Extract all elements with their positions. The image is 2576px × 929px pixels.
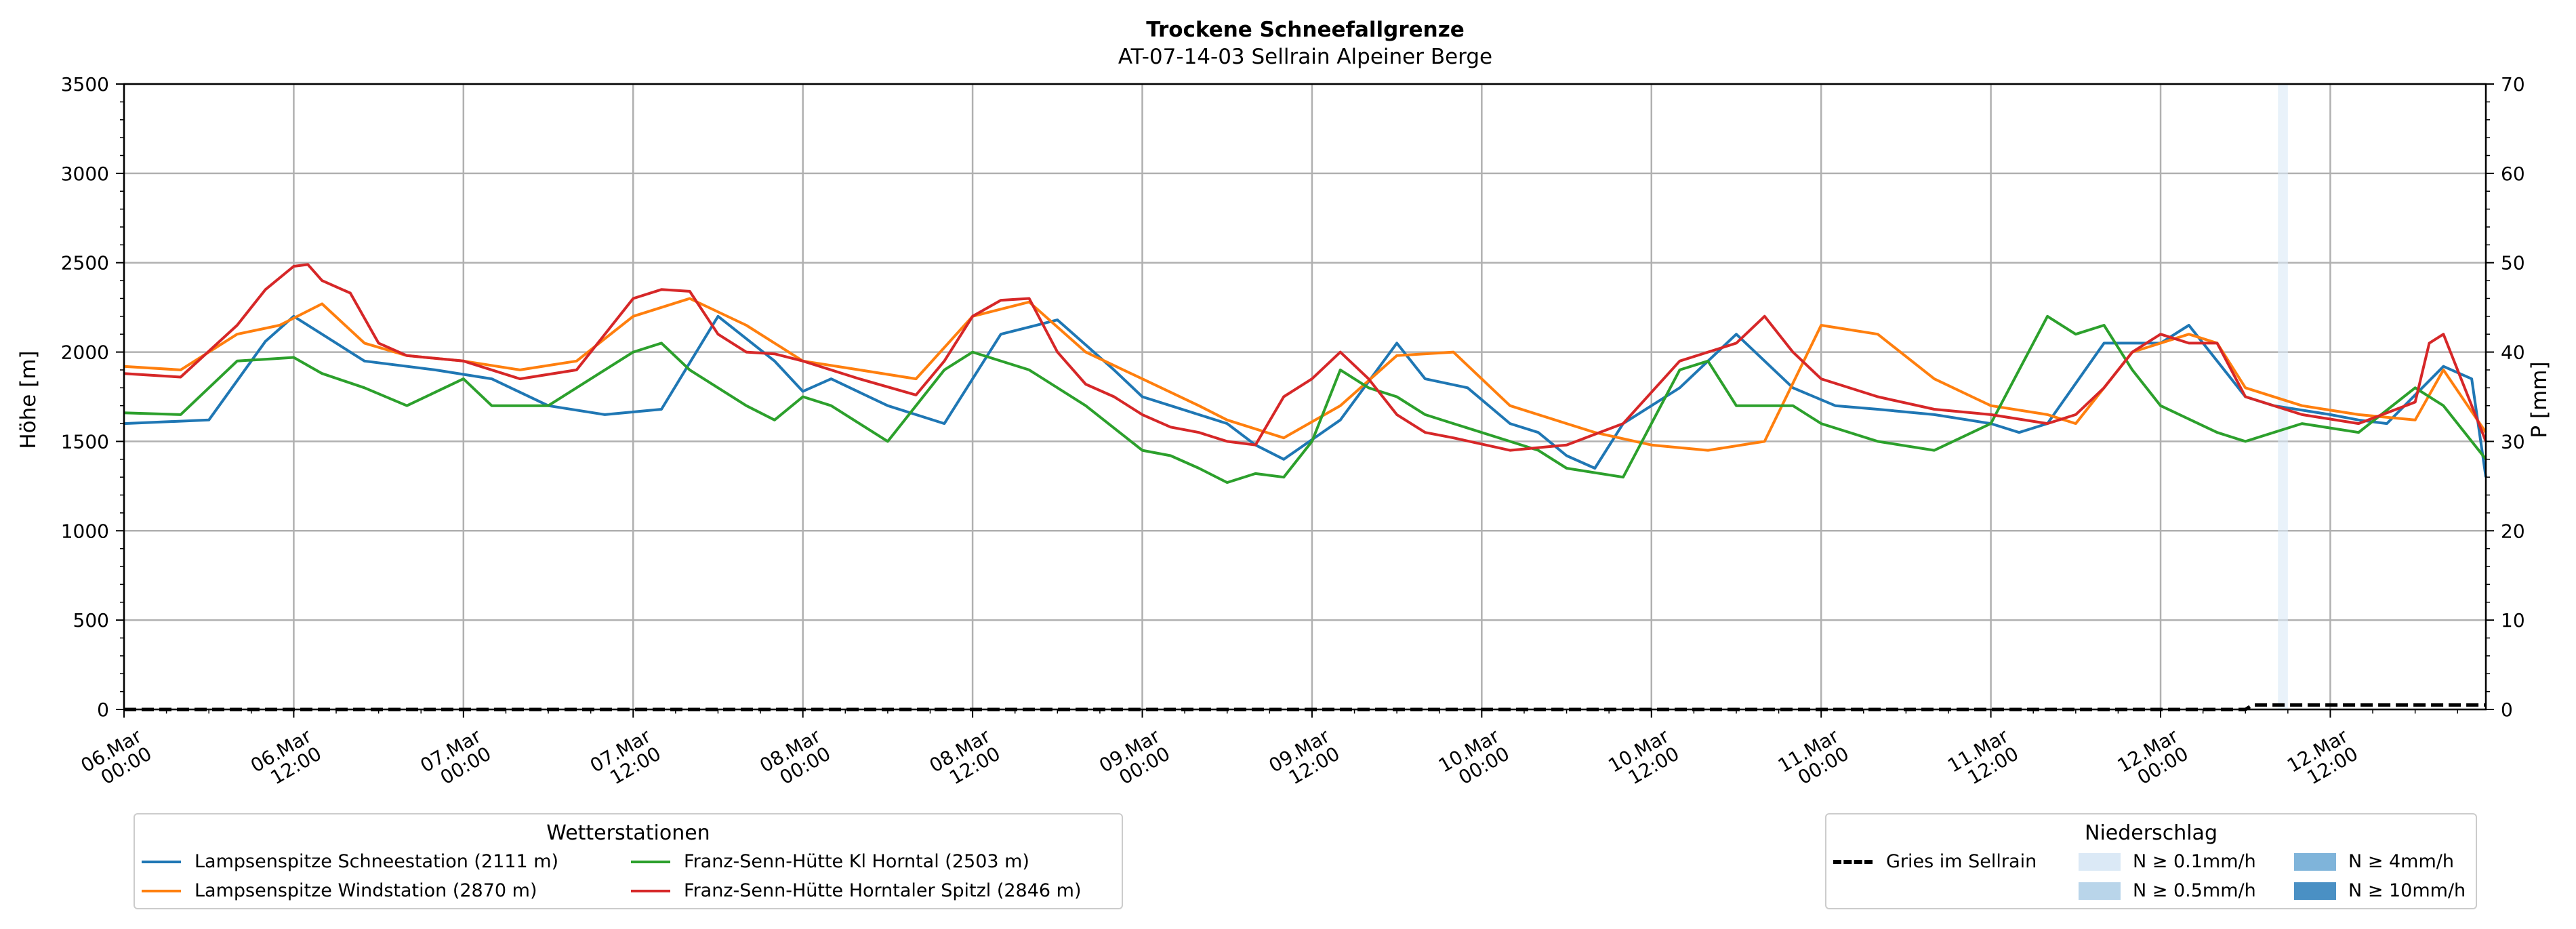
legend-item-series-2: Franz-Senn-Hütte Kl Horntal (2503 m) — [631, 851, 1029, 872]
legend-label-gries: Gries im Sellrain — [1886, 851, 2037, 872]
series-line-1 — [123, 297, 2487, 452]
legend-swatch-series-3 — [631, 889, 670, 892]
series-lines — [123, 263, 2487, 711]
x-tick-label-1: 06.Mar12:00 — [247, 724, 325, 794]
legend-swatch-precip-class-1 — [2079, 882, 2121, 900]
plot-frame — [123, 83, 2487, 711]
legend-label-series-3: Franz-Senn-Hütte Horntaler Spitzl (2846 … — [684, 880, 1082, 901]
x-tick-label-3: 07.Mar12:00 — [586, 724, 665, 794]
legend-item-precip-class-3: N ≥ 10mm/h — [2294, 880, 2466, 901]
legend-item-series-0: Lampsenspitze Schneestation (2111 m) — [142, 851, 558, 872]
x-tick-label-10: 11.Mar00:00 — [1774, 724, 1853, 794]
series-line-0 — [123, 314, 2487, 478]
y-tick-label-7: 3500 — [61, 73, 109, 96]
y2-tick-label-1: 10 — [2501, 609, 2525, 632]
legend-label-series-1: Lampsenspitze Windstation (2870 m) — [195, 880, 537, 901]
legend-label-precip-class-0: N ≥ 0.1mm/h — [2133, 851, 2256, 872]
legend-label-series-2: Franz-Senn-Hütte Kl Horntal (2503 m) — [684, 851, 1029, 872]
y2-tick-label-2: 20 — [2501, 520, 2525, 542]
y2-tick-label-4: 40 — [2501, 342, 2525, 364]
chart-subtitle: AT-07-14-03 Sellrain Alpeiner Berge — [1118, 45, 1492, 69]
y2-tick-label-0: 0 — [2501, 699, 2513, 721]
legend-precip: Niederschlag Gries im Sellrain N ≥ 0.1mm… — [1825, 813, 2477, 909]
legend-label-precip-class-1: N ≥ 0.5mm/h — [2133, 880, 2256, 901]
axes — [123, 83, 2487, 711]
legend-label-precip-class-3: N ≥ 10mm/h — [2348, 880, 2466, 901]
series-line-3 — [123, 263, 2487, 452]
legend-precip-title: Niederschlag — [2085, 821, 2217, 845]
legend-item-precip-class-2: N ≥ 4mm/h — [2294, 851, 2454, 872]
y-tick-label-0: 0 — [97, 699, 109, 721]
legend-label-precip-class-2: N ≥ 4mm/h — [2348, 851, 2454, 872]
legend-swatch-series-2 — [631, 860, 670, 863]
x-tick-label-8: 10.Mar00:00 — [1435, 724, 1513, 794]
x-tick-label-6: 09.Mar00:00 — [1095, 724, 1174, 794]
legend-stations-title: Wetterstationen — [546, 821, 710, 845]
x-tick-label-4: 08.Mar00:00 — [756, 724, 834, 794]
legend-swatch-precip-class-3 — [2294, 882, 2336, 900]
x-tick-label-7: 09.Mar12:00 — [1265, 724, 1344, 794]
precip-band-0 — [2278, 84, 2288, 709]
x-tick-label-5: 08.Mar12:00 — [926, 724, 1004, 794]
y2-axis-label: P [mm] — [2527, 361, 2552, 438]
x-tick-label-11: 11.Mar12:00 — [1944, 724, 2022, 794]
y2-tick-label-5: 50 — [2501, 252, 2525, 274]
legend-item-gries: Gries im Sellrain — [1833, 851, 2037, 872]
legend-swatch-series-0 — [142, 860, 181, 863]
series-line-2 — [123, 314, 2487, 484]
grid — [123, 83, 2486, 711]
precip-bands — [2278, 84, 2288, 709]
y-tick-label-5: 2500 — [61, 252, 109, 274]
legend-swatch-precip-class-0 — [2079, 852, 2121, 871]
y-tick-label-2: 1000 — [61, 520, 109, 542]
y-tick-label-3: 1500 — [61, 430, 109, 453]
y2-tick-label-3: 30 — [2501, 430, 2525, 453]
legend-item-series-3: Franz-Senn-Hütte Horntaler Spitzl (2846 … — [631, 880, 1082, 901]
x-tick-label-13: 12.Mar12:00 — [2283, 724, 2362, 794]
y2-tick-label-7: 70 — [2501, 73, 2525, 96]
x-tick-label-2: 07.Mar00:00 — [417, 724, 495, 794]
y-axis-label: Höhe [m] — [16, 350, 41, 449]
y-tick-label-6: 3000 — [61, 163, 109, 185]
y-tick-label-4: 2000 — [61, 342, 109, 364]
legend-item-series-1: Lampsenspitze Windstation (2870 m) — [142, 880, 537, 901]
legend-swatch-gries — [1833, 859, 1873, 864]
x-tick-label-0: 06.Mar00:00 — [77, 724, 156, 794]
legend-item-precip-class-0: N ≥ 0.1mm/h — [2079, 851, 2256, 872]
y-tick-label-1: 500 — [73, 609, 109, 632]
legend-item-precip-class-1: N ≥ 0.5mm/h — [2079, 880, 2256, 901]
legend-swatch-precip-class-2 — [2294, 852, 2336, 871]
x-tick-label-9: 10.Mar12:00 — [1604, 724, 1683, 794]
y2-tick-label-6: 60 — [2501, 163, 2525, 185]
x-tick-label-12: 12.Mar00:00 — [2114, 724, 2192, 794]
legend-label-series-0: Lampsenspitze Schneestation (2111 m) — [195, 851, 559, 872]
chart-title: Trockene Schneefallgrenze — [1146, 18, 1465, 42]
legend-stations: Wetterstationen Lampsenspitze Schneestat… — [134, 813, 1123, 909]
legend-swatch-series-1 — [142, 889, 181, 892]
